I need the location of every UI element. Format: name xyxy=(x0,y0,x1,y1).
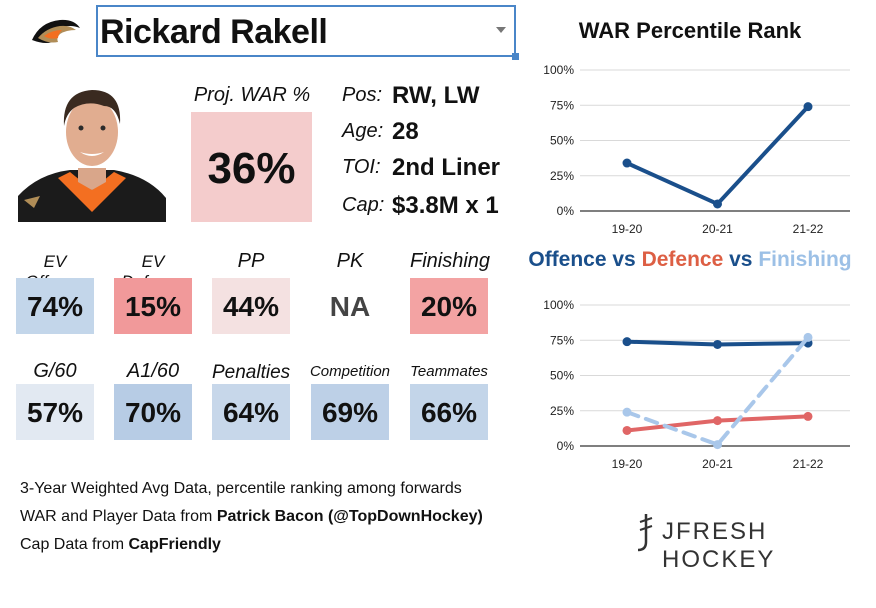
pk-value: NA xyxy=(329,291,371,322)
finishing-label: Finishing xyxy=(410,250,491,272)
teammates-value: 66% xyxy=(420,397,478,428)
chart-2-series-0-point-1 xyxy=(713,339,722,349)
brand-text: JFRESH HOCKEY xyxy=(662,518,776,573)
teammates-label: Teammates xyxy=(410,363,488,380)
chart-2-series-1-point-1 xyxy=(713,416,722,426)
chart-2-ytick-3: 75% xyxy=(550,333,574,347)
competition-label: Competition xyxy=(309,363,391,380)
jfresh-logo-icon xyxy=(637,514,653,552)
chart-1-title: WAR Percentile Rank xyxy=(578,18,802,43)
brand: JFRESH HOCKEY xyxy=(632,512,852,573)
chart-2-series-0-point-0 xyxy=(622,337,632,347)
finishing-box: 20% xyxy=(410,278,488,334)
ducks-logo-icon xyxy=(32,19,80,43)
cap-value: $3.8M x 1 xyxy=(392,192,499,219)
chart-2-ytick-1: 25% xyxy=(550,404,574,418)
pp-value: 44% xyxy=(222,291,280,322)
chart-2-title-part-4: Finishing xyxy=(758,248,852,271)
selection-handle[interactable] xyxy=(512,53,519,60)
penalties-value: 64% xyxy=(222,397,280,428)
chart-1-xtick-1: 20-21 xyxy=(702,222,733,236)
chart-2-series-2-point-0 xyxy=(622,407,632,417)
chart-1-xtick-0: 19-20 xyxy=(612,222,643,236)
footer-line-1: 3-Year Weighted Avg Data, percentile ran… xyxy=(20,480,462,497)
chart-2-title-part-1: vs xyxy=(606,248,642,271)
ev-offence-value: 74% xyxy=(26,291,84,322)
footer-line-3: Cap Data from CapFriendly xyxy=(20,536,221,554)
proj-war-label: Proj. WAR % xyxy=(193,84,311,106)
age-label: Age: xyxy=(342,120,384,142)
chart-2-series-2-point-2 xyxy=(803,332,813,342)
pos-label: Pos: xyxy=(342,84,383,106)
chart-2-series-1-point-0 xyxy=(622,425,632,435)
g60-box: 57% xyxy=(16,384,94,440)
pk-box: NA xyxy=(311,278,389,334)
footer-line-2: WAR and Player Data from Patrick Bacon (… xyxy=(20,508,483,526)
chart-2-title-part-3: vs xyxy=(723,248,759,271)
chart-1-xtick-2: 21-22 xyxy=(793,222,824,236)
finishing-value: 20% xyxy=(420,291,478,322)
footer-line-3-source: CapFriendly xyxy=(128,536,221,553)
proj-war-box: 36% xyxy=(191,112,312,222)
offence-defence-finishing-chart: 0% 25% 50% 75% 100% 19-20 20-21 21-22 xyxy=(543,298,850,471)
chart-1-series-0-point-1 xyxy=(713,199,722,209)
chart-1-series-0-point-0 xyxy=(622,158,632,168)
competition-value: 69% xyxy=(321,397,379,428)
player-name: Rickard Rakell xyxy=(100,13,328,51)
player-select[interactable]: Rickard Rakell xyxy=(96,5,519,60)
pp-box: 44% xyxy=(212,278,290,334)
ev-defence-box: 15% xyxy=(114,278,192,334)
chart-2-ytick-4: 100% xyxy=(543,298,574,312)
penalties-label: Penalties xyxy=(212,362,291,383)
chart-2-title: Offence vs Defence vs Finishing xyxy=(525,248,855,272)
chart-2-series-2-line xyxy=(625,335,810,447)
toi-value: 2nd Liner xyxy=(392,154,501,181)
a160-box: 70% xyxy=(114,384,192,440)
chart-2-series-1-point-2 xyxy=(803,411,813,421)
toi-label: TOI: xyxy=(342,156,381,178)
proj-war-value: 36% xyxy=(207,144,296,193)
ev-defence-value: 15% xyxy=(124,291,182,322)
teammates-box: 66% xyxy=(410,384,488,440)
footer-line-3-prefix: Cap Data from xyxy=(20,536,129,553)
a160-value: 70% xyxy=(124,397,182,428)
chart-1-series-0-line xyxy=(625,104,810,206)
chart-2-xtick-1: 20-21 xyxy=(702,457,733,471)
chart-2-xtick-0: 19-20 xyxy=(612,457,643,471)
cap-label: Cap: xyxy=(342,194,385,216)
chart-1-series-0-point-2 xyxy=(803,102,813,112)
age-value: 28 xyxy=(392,118,419,145)
chart-2-title-part-2: Defence xyxy=(641,248,724,271)
chart-1-ytick-1: 25% xyxy=(550,169,574,183)
pp-label: PP xyxy=(237,250,265,272)
pos-value: RW, LW xyxy=(392,82,480,109)
penalties-box: 64% xyxy=(212,384,290,440)
g60-value: 57% xyxy=(26,397,84,428)
chart-1-ytick-0: 0% xyxy=(557,204,575,218)
chart-2-xtick-2: 21-22 xyxy=(793,457,824,471)
g60-label: G/60 xyxy=(33,360,77,382)
footer-line-2-source: Patrick Bacon (@TopDownHockey) xyxy=(216,508,483,525)
chart-1-ytick-2: 50% xyxy=(550,134,574,148)
chart-2-ytick-2: 50% xyxy=(550,369,574,383)
a160-label: A1/60 xyxy=(126,360,180,382)
chart-2-series-2-point-1 xyxy=(713,440,722,450)
chart-1-ytick-3: 75% xyxy=(550,98,574,112)
ev-offence-box: 74% xyxy=(16,278,94,334)
footer-line-2-prefix: WAR and Player Data from xyxy=(20,508,217,525)
chart-1-ytick-4: 100% xyxy=(543,63,574,77)
chart-2-title-part-0: Offence xyxy=(528,248,607,271)
competition-box: 69% xyxy=(311,384,389,440)
chevron-down-icon[interactable] xyxy=(496,27,506,33)
chart-2-ytick-0: 0% xyxy=(557,439,575,453)
war-percentile-chart: 0% 25% 50% 75% 100% 19-20 20-21 21-22 xyxy=(543,63,850,236)
player-photo-icon xyxy=(18,78,166,222)
pk-label: PK xyxy=(336,250,364,272)
